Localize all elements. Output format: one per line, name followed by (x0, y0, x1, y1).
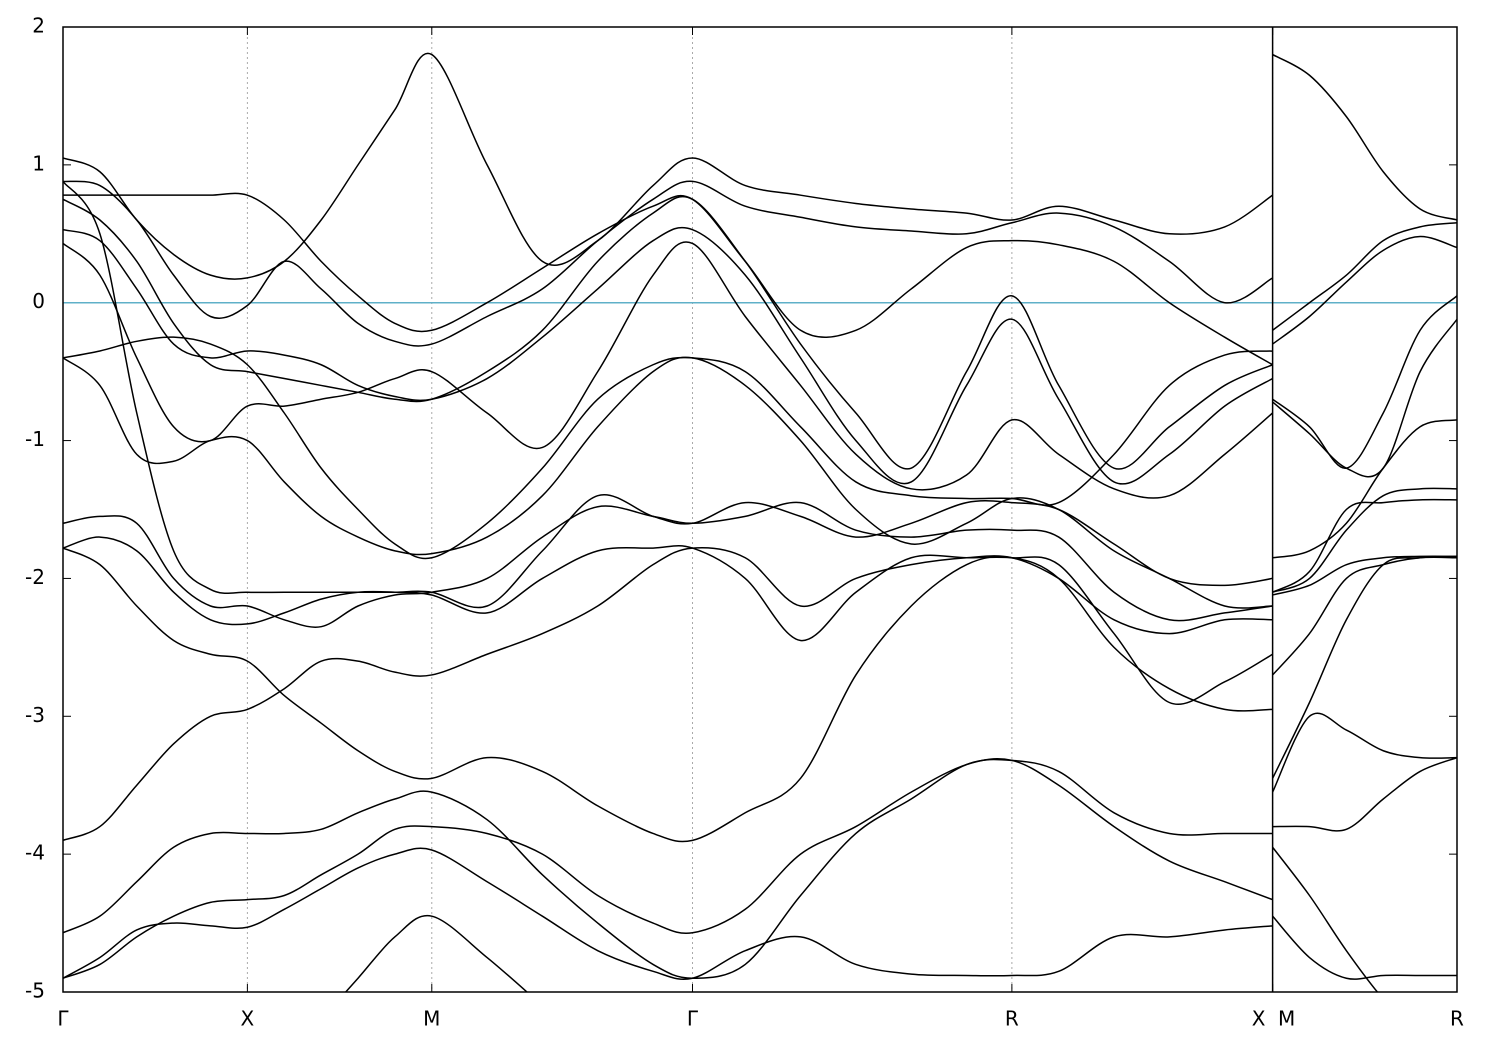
band-line (63, 226, 1273, 485)
x-tick-label: Γ (687, 1007, 699, 1031)
y-tick-label: -1 (25, 427, 45, 451)
band-line (1272, 846, 1379, 992)
band-line (1272, 295, 1457, 469)
band-line (1272, 222, 1457, 331)
x-tick-label: M (423, 1007, 440, 1031)
band-line (63, 547, 1273, 843)
band-line (344, 914, 529, 992)
band-line (1272, 487, 1457, 593)
y-tick-label: -2 (25, 565, 45, 589)
band-line (1272, 318, 1457, 478)
band-line (63, 180, 1273, 347)
x-tick-label: R (1005, 1007, 1019, 1031)
x-tick-label: X (241, 1007, 255, 1031)
band-line (1272, 235, 1457, 345)
bands (63, 52, 1457, 992)
y-tick-label: -4 (25, 841, 45, 865)
band-line (63, 547, 1273, 842)
plot-frame (62, 26, 1458, 993)
x-tick-label: Γ (57, 1007, 69, 1031)
band-line (1272, 53, 1457, 221)
x-tick-label: R (1450, 1007, 1464, 1031)
band-line (1272, 915, 1457, 980)
band-line (1272, 419, 1457, 559)
band-line (63, 336, 1273, 560)
y-tick-label: 2 (32, 14, 45, 38)
band-line (63, 758, 1273, 979)
band-line (1271, 555, 1457, 779)
band-line (63, 195, 1273, 470)
band-line (63, 847, 1273, 980)
y-tick-label: -5 (25, 979, 45, 1003)
x-tick-label: X (1252, 1007, 1266, 1031)
y-tick-label: 0 (32, 289, 45, 313)
band-line (63, 501, 1273, 628)
y-tick-label: -3 (25, 703, 45, 727)
band-line (1272, 555, 1457, 596)
x-tick-label: M (1278, 1007, 1295, 1031)
band-line (1271, 712, 1457, 793)
band-line (63, 356, 1273, 609)
band-line (63, 192, 1273, 366)
band-line (63, 758, 1273, 979)
y-tick-label: 1 (32, 151, 45, 175)
band-line (1272, 498, 1457, 593)
band-line (63, 536, 1273, 705)
band-line (63, 241, 1274, 499)
band-line (1272, 756, 1457, 832)
band-line (63, 52, 1274, 280)
band-line (63, 180, 1273, 609)
